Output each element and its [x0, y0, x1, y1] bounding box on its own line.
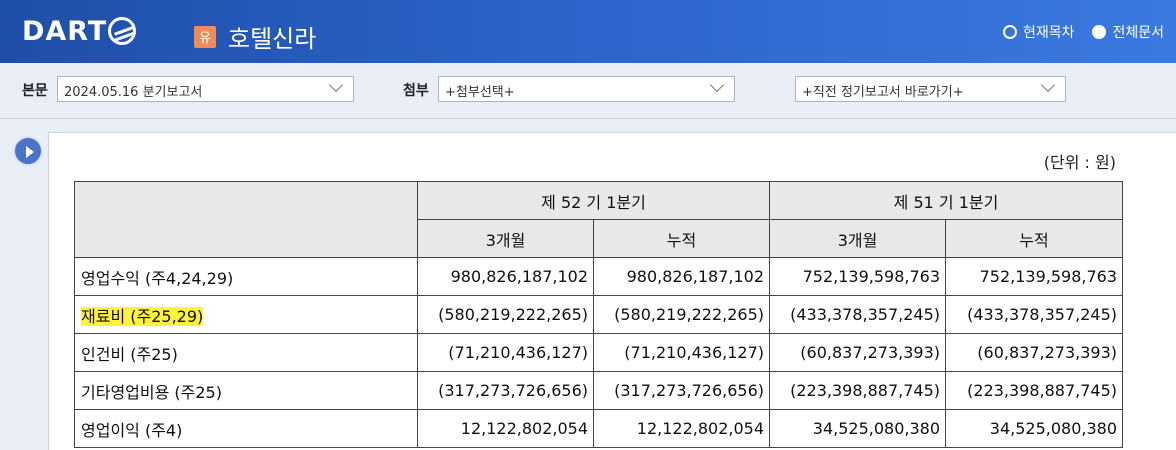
value-cell: (317,273,726,656) — [593, 371, 770, 410]
chevron-down-icon — [328, 77, 344, 93]
row-label: 재료비 (주25,29) — [74, 295, 418, 334]
prev-report-select[interactable]: +직전 정기보고서 바로가기+ — [795, 76, 1066, 102]
logo-text: DART — [22, 15, 108, 47]
table-header-row: 제 52 기 1분기 제 51 기 1분기 — [74, 181, 1123, 258]
prev-select-value: +직전 정기보고서 바로가기+ — [802, 85, 964, 100]
value-cell: 980,826,187,102 — [417, 257, 594, 296]
header-period-52: 제 52 기 1분기 — [417, 181, 770, 220]
view-mode-radios: 현재목차 전체문서 — [1002, 22, 1164, 42]
toc-toggle-button[interactable] — [13, 136, 43, 166]
main-select-value: 2024.05.16 분기보고서 — [64, 85, 203, 100]
radio-current-label: 현재목차 — [1022, 25, 1075, 41]
radio-current-toc[interactable]: 현재목차 — [1002, 22, 1075, 42]
main-document-select[interactable]: 2024.05.16 분기보고서 — [57, 76, 354, 102]
radio-unchecked-icon — [1002, 25, 1017, 39]
table-row: 영업이익 (주4) 12,122,802,054 12,122,802,054 … — [74, 409, 1123, 448]
app-header: DART 유 호텔신라 현재목차 전체문서 — [0, 0, 1176, 63]
table-row: 기타영업비용 (주25) (317,273,726,656) (317,273,… — [74, 371, 1123, 410]
table-row: 영업수익 (주4,24,29) 980,826,187,102 980,826,… — [74, 257, 1123, 296]
main-label: 본문 — [22, 83, 48, 99]
header-period-51: 제 51 기 1분기 — [769, 181, 1123, 220]
value-cell: (71,210,436,127) — [417, 333, 594, 372]
subheader-cell: 3개월 — [769, 219, 946, 258]
chevron-down-icon — [709, 77, 725, 93]
document-toolbar: 본문 2024.05.16 분기보고서 첨부 +첨부선택+ +직전 정기보고서 … — [0, 63, 1176, 119]
value-cell: (317,273,726,656) — [417, 371, 594, 410]
value-cell: 12,122,802,054 — [593, 409, 770, 448]
chevron-down-icon — [1040, 77, 1056, 93]
subheader-cell: 누적 — [593, 219, 770, 258]
search-highlight: 재료비 (주25,29) — [81, 306, 204, 326]
value-cell: 752,139,598,763 — [945, 257, 1123, 296]
value-cell: (60,837,273,393) — [945, 333, 1123, 372]
row-label: 인건비 (주25) — [74, 333, 418, 372]
value-cell: 980,826,187,102 — [593, 257, 770, 296]
row-label: 영업이익 (주4) — [74, 409, 418, 448]
market-badge: 유 — [194, 25, 216, 48]
row-label: 기타영업비용 (주25) — [74, 371, 418, 410]
table-subheader-row: 3개월 누적 3개월 누적 — [75, 219, 1123, 258]
subheader-cell: 3개월 — [417, 219, 594, 258]
value-cell: 34,525,080,380 — [945, 409, 1123, 448]
radio-full-document[interactable]: 전체문서 — [1092, 22, 1164, 42]
value-cell: 34,525,080,380 — [769, 409, 946, 448]
row-label: 영업수익 (주4,24,29) — [74, 257, 418, 296]
income-statement-table: 제 52 기 1분기 제 51 기 1분기 3개월 누적 3개월 누적 영업수익… — [74, 181, 1123, 448]
value-cell: (223,398,887,745) — [769, 371, 946, 410]
globe-icon — [108, 17, 137, 45]
attach-label: 첨부 — [403, 83, 429, 99]
company-title: 유 호텔신라 — [194, 19, 316, 54]
radio-all-label: 전체문서 — [1112, 25, 1164, 41]
attach-select-value: +첨부선택+ — [445, 85, 515, 100]
header-blank-cell — [74, 181, 418, 258]
table-row: 인건비 (주25) (71,210,436,127) (71,210,436,1… — [74, 333, 1123, 372]
value-cell: (580,219,222,265) — [593, 295, 770, 334]
unit-label: (단위 : 원) — [1043, 153, 1116, 172]
value-cell: (60,837,273,393) — [769, 333, 946, 372]
attachment-select[interactable]: +첨부선택+ — [438, 76, 735, 102]
radio-checked-icon — [1092, 25, 1107, 39]
dart-logo[interactable]: DART — [22, 14, 137, 48]
document-content: (단위 : 원) 제 52 기 1분기 제 51 기 1분기 3개월 누적 3개… — [48, 132, 1176, 450]
value-cell: (433,378,357,245) — [769, 295, 946, 334]
value-cell: (433,378,357,245) — [945, 295, 1123, 334]
company-name: 호텔신라 — [228, 25, 317, 53]
value-cell: (223,398,887,745) — [945, 371, 1123, 410]
value-cell: (71,210,436,127) — [593, 333, 770, 372]
subheader-cell: 누적 — [945, 219, 1123, 258]
table-row: 재료비 (주25,29) (580,219,222,265) (580,219,… — [74, 295, 1123, 334]
value-cell: 12,122,802,054 — [417, 409, 594, 448]
value-cell: (580,219,222,265) — [417, 295, 594, 334]
value-cell: 752,139,598,763 — [769, 257, 946, 296]
